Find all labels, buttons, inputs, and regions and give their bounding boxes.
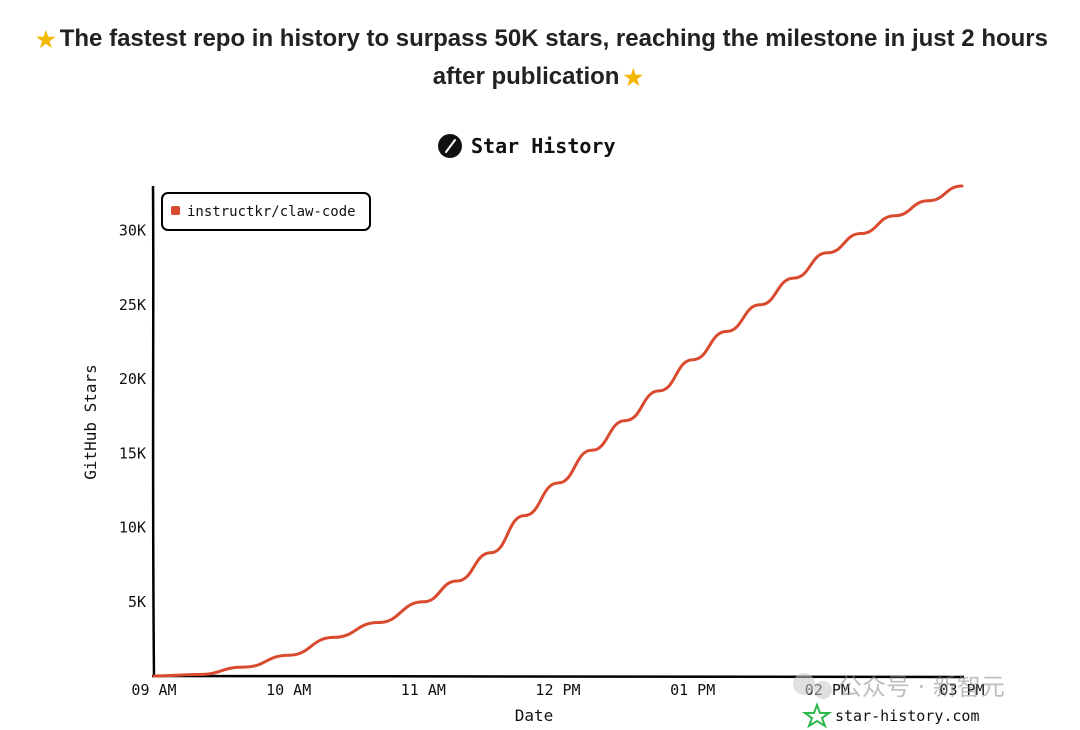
x-tick-label: 03 PM [939, 681, 984, 699]
y-tick-label: 15K [119, 444, 146, 462]
headline: ★ The fastest repo in history to surpass … [0, 20, 1080, 96]
y-axis [151, 185, 156, 678]
legend-label: instructkr/claw-code [187, 204, 356, 220]
x-tick-label: 11 AM [401, 681, 446, 699]
x-tick-label: 01 PM [670, 681, 715, 699]
watermark: 公众号 · 新智元 [793, 673, 1005, 701]
headline-line2: after publication [432, 63, 620, 90]
headline-line1: The fastest repo in history to surpass 5… [59, 25, 1048, 52]
legend-box [161, 192, 371, 231]
star-emoji-icon: ★ [623, 65, 644, 90]
y-tick-label: 5K [128, 593, 146, 611]
branding: star-history.com [801, 702, 980, 729]
y-axis-label: GitHub Stars [81, 364, 100, 480]
chart-title: Star History [471, 134, 616, 158]
wechat-icon [793, 673, 815, 695]
logo-stroke [445, 139, 456, 153]
y-tick-labels: 5K 10K 15K 20K 25K 30K [119, 222, 146, 611]
legend-swatch [171, 206, 180, 215]
x-axis-label: Date [515, 706, 554, 725]
x-axis [151, 674, 965, 679]
series-line-claw-code [152, 184, 964, 678]
x-tick-label: 10 AM [266, 681, 311, 699]
wechat-icon-bubble [814, 681, 832, 699]
y-tick-label: 30K [119, 222, 146, 240]
star-emoji-icon: ★ [36, 27, 56, 52]
y-tick-label: 25K [119, 296, 146, 314]
branding-site[interactable]: star-history.com [835, 707, 980, 725]
watermark-text: 公众号 · 新智元 [838, 673, 1005, 701]
star-history-logo-icon [801, 702, 833, 729]
chart-title-group: Star History [438, 134, 616, 158]
legend: instructkr/claw-code [161, 192, 371, 231]
x-tick-label: 12 PM [535, 681, 580, 699]
x-tick-label: 09 AM [131, 681, 176, 699]
y-tick-label: 10K [119, 519, 146, 537]
y-tick-label: 20K [119, 370, 146, 388]
